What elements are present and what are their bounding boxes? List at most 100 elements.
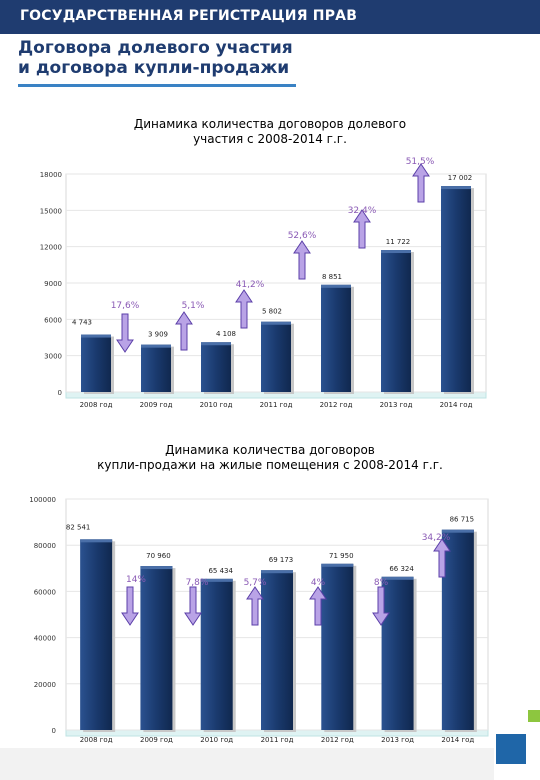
chart2-x-tick-label: 2008 год — [80, 736, 113, 744]
chart1-title: Динамика количества договоров долевого у… — [0, 117, 540, 147]
chart1-change-arrow-up — [293, 240, 311, 280]
chart2-bar-top — [261, 570, 293, 574]
chart1-value-label: 5 802 — [262, 308, 282, 316]
chart2-value-label: 65 434 — [208, 567, 233, 575]
chart2-x-tick-label: 2009 год — [140, 736, 173, 744]
chart1-change-arrow-down — [116, 313, 134, 353]
chart1-change-arrow-up — [412, 163, 430, 203]
chart1-change-label: 51,5% — [406, 157, 435, 167]
chart1-bar-top — [81, 334, 111, 338]
title-underline — [18, 84, 296, 87]
chart1-x-tick-label: 2010 год — [200, 401, 233, 409]
chart2-value-label: 70 960 — [146, 552, 171, 560]
chart1-bar — [321, 284, 351, 392]
chart2-bar — [321, 563, 354, 730]
chart2-x-tick-label: 2012 год — [321, 736, 354, 744]
chart2-change-arrow-down — [372, 586, 390, 626]
chart2-title: Динамика количества договоров купли-прод… — [0, 443, 540, 473]
chart2-change-arrow-up — [433, 538, 451, 578]
chart1-x-tick-label: 2014 год — [440, 401, 473, 409]
chart2-x-tick-label: 2011 год — [261, 736, 294, 744]
chart1-y-tick-label: 0 — [58, 389, 62, 397]
chart2-change-label: 5,7% — [244, 578, 267, 588]
chart2-bar-top — [140, 566, 173, 570]
chart1-bar — [381, 250, 411, 392]
chart1-change-label: 41,2% — [236, 280, 265, 290]
chart2-bar-top — [80, 539, 113, 543]
chart1-value-label: 8 851 — [322, 273, 342, 281]
chart1-y-tick-label: 9000 — [44, 280, 62, 288]
chart1-bar-top — [321, 284, 351, 288]
chart1-bar-top — [201, 342, 231, 346]
chart1-change-arrow-up — [175, 311, 193, 351]
chart1-bar — [81, 334, 111, 392]
chart1-x-tick-label: 2013 год — [380, 401, 413, 409]
chart2-y-tick-label: 0 — [52, 727, 56, 735]
chart2-change-arrow-up — [246, 586, 264, 626]
chart1-change-label: 5,1% — [182, 301, 205, 311]
chart2-bar-top — [381, 576, 414, 580]
chart2-change-arrow-down — [184, 586, 202, 626]
chart2-bar — [140, 566, 173, 730]
chart1-change-label: 32,4% — [348, 206, 377, 216]
chart2-title-line1: Динамика количества договоров — [165, 443, 375, 457]
chart1-y-tick-label: 15000 — [40, 207, 62, 215]
agency-name: ГОСУДАРСТВЕННАЯ РЕГИСТРАЦИЯ ПРАВ — [20, 8, 358, 24]
chart2-value-label: 82 541 — [66, 523, 91, 531]
chart1-value-label: 4 108 — [216, 330, 236, 338]
chart1-value-label: 17 002 — [448, 174, 473, 182]
header-bar: ГОСУДАРСТВЕННАЯ РЕГИСТРАЦИЯ ПРАВ — [0, 0, 540, 34]
chart1-value-label: 11 722 — [386, 238, 411, 246]
chart2-change-label: 8% — [374, 578, 389, 588]
chart2-change-label: 34,2% — [422, 533, 451, 543]
chart1-bar — [261, 321, 291, 392]
chart1-value-label: 3 909 — [148, 331, 168, 339]
chart1-title-line2: участия с 2008-2014 г.г. — [193, 132, 347, 146]
chart2-bar-top — [200, 578, 233, 582]
page-title: Договора долевого участия и договора куп… — [18, 38, 318, 78]
chart1-bar — [201, 342, 231, 392]
chart2-x-tick-label: 2010 год — [200, 736, 233, 744]
chart2-value-label: 71 950 — [329, 552, 354, 560]
chart2-bar — [441, 529, 474, 730]
chart2-bar-top — [441, 529, 474, 533]
chart1-title-line1: Динамика количества договоров долевого — [133, 117, 407, 131]
chart2-value-label: 69 173 — [269, 556, 294, 564]
chart1-x-tick-label: 2008 год — [80, 401, 113, 409]
chart2-y-tick-label: 80000 — [34, 542, 56, 550]
chart1-y-tick-label: 6000 — [44, 316, 62, 324]
chart2-change-label: 14% — [126, 575, 146, 585]
chart2-change-arrow-up — [309, 586, 327, 626]
footer-band — [0, 748, 494, 780]
chart2-change-label: 7,8% — [186, 578, 209, 588]
chart2-bar — [261, 570, 293, 730]
chart2-bar-top — [321, 563, 354, 567]
chart1-y-tick-label: 12000 — [40, 244, 62, 252]
chart1-change-label: 17,6% — [111, 301, 140, 311]
chart2-x-tick-label: 2013 год — [381, 736, 414, 744]
chart2-change-arrow-down — [121, 586, 139, 626]
chart2-value-label: 86 715 — [450, 516, 475, 524]
chart1-bar-top — [381, 250, 411, 254]
chart1-change-arrow-up — [353, 209, 371, 249]
chart1-y-tick-label: 18000 — [40, 171, 62, 179]
chart1-value-label: 4 743 — [72, 319, 92, 327]
chart1-bar-top — [441, 186, 471, 190]
chart1-x-tick-label: 2009 год — [140, 401, 173, 409]
chart2-y-tick-label: 60000 — [34, 588, 56, 596]
chart2-bar — [200, 578, 233, 730]
chart1-bar — [141, 344, 171, 392]
chart1-bar-top — [261, 321, 291, 325]
footer-accent — [528, 710, 540, 722]
chart2-bar — [80, 539, 113, 730]
chart2-title-line2: купли-продажи на жилые помещения с 2008-… — [97, 458, 443, 472]
chart1-change-label: 52,6% — [288, 231, 317, 241]
page-title-line1: Договора долевого участия — [18, 38, 293, 58]
chart1-bar — [441, 186, 471, 392]
chart2-y-tick-label: 40000 — [34, 635, 56, 643]
chart1-change-arrow-up — [235, 289, 253, 329]
chart2-change-label: 4% — [311, 578, 326, 588]
chart2-y-tick-label: 100000 — [29, 496, 56, 504]
chart1-y-tick-label: 3000 — [44, 353, 62, 361]
